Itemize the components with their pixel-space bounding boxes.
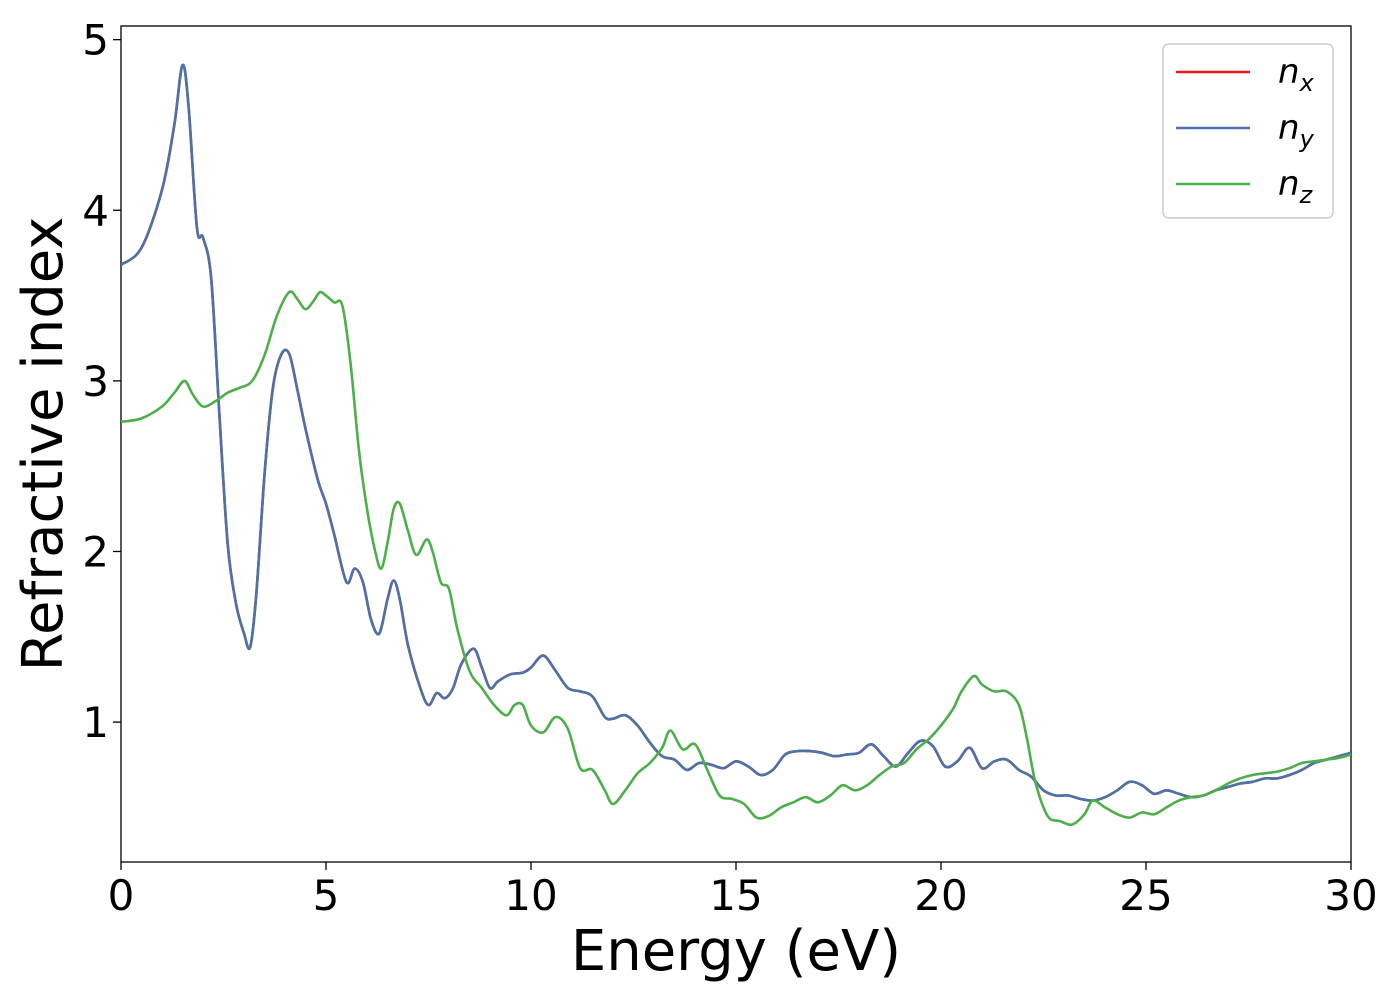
- series-line-z: [121, 290, 1351, 827]
- legend: nx ny nz: [1162, 43, 1334, 219]
- legend-label-y: ny: [1278, 108, 1315, 153]
- x-axis-label: Energy (eV): [571, 919, 901, 984]
- y-tick-label: 1: [82, 698, 109, 747]
- y-axis: 1 2 3 4 5: [82, 16, 121, 747]
- legend-label-z: nz: [1278, 164, 1314, 209]
- y-tick-label: 2: [82, 527, 109, 576]
- plot-area: [120, 25, 1352, 863]
- y-tick-label: 5: [82, 16, 109, 65]
- x-tick-label: 10: [504, 871, 557, 920]
- y-tick-label: 3: [82, 357, 109, 406]
- x-axis: 0 5 10 15 20 25 30: [108, 862, 1378, 920]
- x-tick-label: 15: [709, 871, 762, 920]
- x-tick-label: 20: [914, 871, 967, 920]
- legend-label-x: nx: [1278, 52, 1315, 97]
- series-lines: [121, 63, 1351, 827]
- x-tick-label: 5: [313, 871, 340, 920]
- y-tick-label: 4: [82, 186, 109, 235]
- y-axis-label: Refractive index: [11, 217, 76, 672]
- x-tick-label: 0: [108, 871, 135, 920]
- x-tick-label: 30: [1324, 871, 1377, 920]
- x-tick-label: 25: [1119, 871, 1172, 920]
- series-line-y: [121, 63, 1351, 802]
- legend-box: [1162, 43, 1334, 219]
